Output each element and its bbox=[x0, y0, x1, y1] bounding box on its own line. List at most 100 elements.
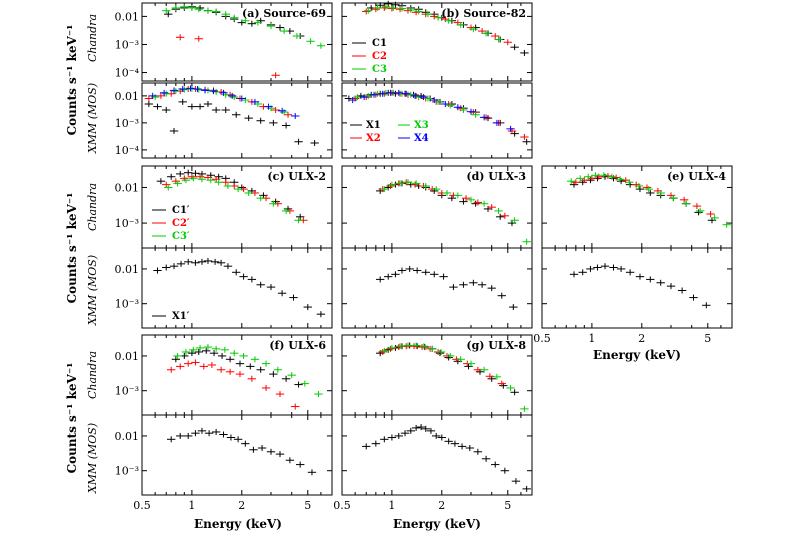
data-point bbox=[191, 170, 200, 177]
x-tick-label: 1 bbox=[188, 499, 195, 512]
data-point bbox=[176, 170, 185, 177]
data-point bbox=[176, 34, 185, 41]
data-point bbox=[364, 7, 373, 14]
data-point bbox=[221, 11, 230, 18]
data-point bbox=[593, 264, 602, 271]
data-point bbox=[656, 189, 665, 196]
data-point bbox=[371, 6, 381, 13]
data-point bbox=[695, 207, 705, 214]
data-point bbox=[271, 106, 280, 113]
data-point bbox=[520, 49, 529, 56]
data-point bbox=[457, 443, 467, 450]
data-point bbox=[180, 3, 189, 10]
data-point bbox=[423, 95, 433, 102]
data-point bbox=[202, 347, 211, 354]
data-point bbox=[465, 444, 474, 451]
data-point bbox=[461, 195, 471, 202]
data-point bbox=[694, 209, 703, 216]
data-point bbox=[162, 181, 171, 188]
data-point bbox=[246, 363, 255, 370]
data-point bbox=[166, 436, 176, 443]
data-point bbox=[487, 285, 496, 292]
data-point bbox=[466, 108, 476, 115]
data-point bbox=[503, 39, 512, 46]
x-tick-label: 2 bbox=[438, 499, 445, 512]
data-point bbox=[411, 180, 421, 187]
data-point bbox=[193, 85, 202, 92]
data-point bbox=[316, 42, 326, 49]
data-point bbox=[285, 457, 295, 464]
data-point bbox=[209, 350, 219, 357]
data-point bbox=[186, 85, 195, 92]
data-point bbox=[203, 257, 213, 264]
panel-frame-b2 bbox=[341, 82, 533, 159]
data-point bbox=[634, 182, 644, 189]
data-point bbox=[194, 86, 203, 93]
data-point bbox=[446, 102, 455, 109]
data-point bbox=[221, 106, 230, 113]
data-point bbox=[156, 178, 166, 185]
data-point bbox=[230, 14, 239, 21]
data-point bbox=[239, 273, 248, 280]
data-point bbox=[666, 283, 676, 290]
data-point bbox=[405, 265, 414, 272]
data-point bbox=[247, 375, 257, 382]
panel-frame-d2 bbox=[341, 247, 533, 329]
legend-label: X4 bbox=[414, 133, 429, 144]
data-point bbox=[178, 85, 187, 92]
data-point bbox=[279, 28, 289, 35]
data-point bbox=[689, 294, 698, 301]
data-point bbox=[364, 92, 373, 99]
data-point bbox=[380, 436, 389, 443]
data-point bbox=[223, 263, 233, 270]
data-point bbox=[316, 311, 326, 318]
data-point bbox=[247, 20, 257, 27]
xlabel-col1: Energy (keV) bbox=[194, 517, 282, 531]
data-point bbox=[449, 284, 458, 291]
y-tick-label: 10⁻³ bbox=[115, 38, 139, 51]
y-tick-label: 10⁻³ bbox=[115, 298, 139, 311]
data-point bbox=[394, 432, 403, 439]
data-point bbox=[164, 11, 173, 18]
data-point bbox=[609, 264, 618, 271]
y-tick-label: 0.01 bbox=[115, 90, 140, 103]
data-point bbox=[506, 125, 515, 132]
data-point bbox=[692, 203, 702, 210]
data-point bbox=[625, 179, 634, 186]
data-point bbox=[211, 8, 221, 15]
data-point bbox=[479, 200, 489, 207]
panel-frame-g2 bbox=[341, 414, 533, 496]
panel-c2: 0.01 10⁻³ X1′ bbox=[115, 247, 333, 329]
data-point bbox=[197, 258, 207, 265]
panel-e2: 0.5 1 2 5 bbox=[533, 247, 733, 345]
panel-g: (g) ULX-8 bbox=[341, 334, 533, 416]
data-point bbox=[491, 33, 500, 40]
data-point bbox=[380, 347, 389, 354]
data-point bbox=[487, 375, 496, 382]
data-point bbox=[194, 348, 203, 355]
data-point bbox=[710, 214, 719, 221]
data-point bbox=[189, 346, 198, 353]
data-point bbox=[287, 372, 296, 379]
data-point bbox=[423, 11, 433, 18]
y-tick-label: 0.01 bbox=[115, 181, 140, 194]
data-point bbox=[453, 192, 463, 199]
data-point bbox=[471, 111, 480, 118]
data-point bbox=[430, 13, 439, 20]
data-point bbox=[397, 267, 407, 274]
data-point bbox=[261, 360, 271, 367]
x-tick-label: 5 bbox=[704, 332, 711, 345]
data-point bbox=[435, 350, 445, 357]
data-point bbox=[520, 133, 529, 140]
x-tick-label: 0.5 bbox=[133, 499, 151, 512]
panel-frame-a2 bbox=[141, 82, 333, 159]
data-point bbox=[291, 403, 300, 410]
x-tick-label: 1 bbox=[388, 499, 395, 512]
data-point bbox=[481, 30, 491, 37]
data-point bbox=[625, 269, 635, 276]
data-point bbox=[171, 356, 181, 363]
x-tick-label: 0.5 bbox=[333, 499, 351, 512]
data-point bbox=[211, 176, 221, 183]
data-point bbox=[603, 172, 613, 179]
data-point bbox=[427, 345, 437, 352]
